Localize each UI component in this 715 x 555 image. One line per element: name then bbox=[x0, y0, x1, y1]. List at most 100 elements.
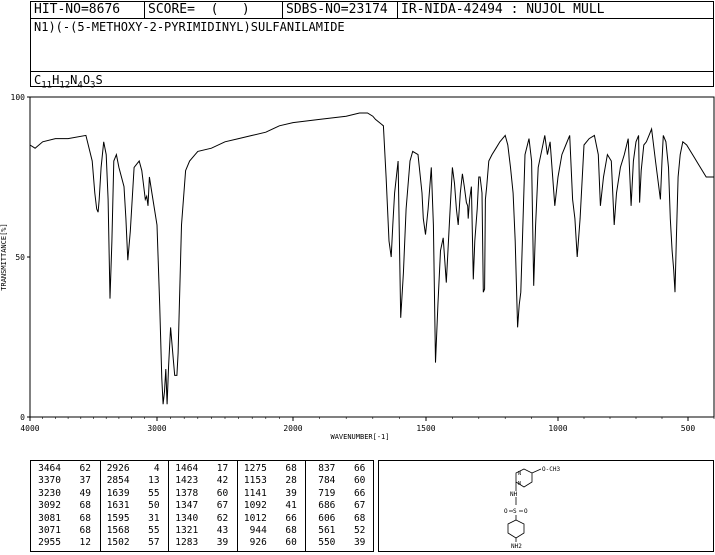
peak-wavenumber: 1321 bbox=[175, 525, 199, 536]
peak-transmittance: 68 bbox=[285, 463, 297, 474]
peak-transmittance: 4 bbox=[153, 463, 160, 474]
y-ticks: 100 50 0 bbox=[11, 93, 30, 422]
peak-transmittance: 57 bbox=[148, 537, 160, 549]
y-tick-label: 100 bbox=[11, 93, 26, 102]
peak-transmittance: 49 bbox=[79, 487, 91, 499]
peak-wavenumber: 1502 bbox=[106, 537, 130, 549]
x-tick-label: 1500 bbox=[416, 424, 435, 433]
peak-wavenumber: 1340 bbox=[175, 512, 199, 524]
peak-transmittance: 55 bbox=[148, 525, 160, 536]
peak-wavenumber: 1464 bbox=[175, 463, 199, 474]
header-panel: HIT-NO=8676 SCORE= ( ) SDBS-NO=23174 IR-… bbox=[30, 1, 714, 91]
sdbs-number: SDBS-NO=23174 bbox=[286, 2, 388, 17]
peak-transmittance: 66 bbox=[285, 512, 297, 524]
compound-name: N1)(-(5-METHOXY-2-PYRIMIDINYL)SULFANILAM… bbox=[34, 20, 345, 34]
peak-transmittance: 52 bbox=[353, 525, 366, 536]
molecule-structure: O-CH3 N N NH S O O NH2 bbox=[504, 466, 560, 550]
spectrum-line bbox=[29, 112, 714, 405]
peak-wavenumber: 3230 bbox=[38, 487, 61, 499]
peak-transmittance: 60 bbox=[216, 487, 229, 499]
peak-transmittance: 55 bbox=[148, 487, 160, 499]
plot-frame bbox=[29, 96, 715, 418]
peak-transmittance: 28 bbox=[285, 475, 297, 487]
peak-transmittance: 66 bbox=[353, 463, 366, 474]
peak-column-divider bbox=[305, 461, 307, 551]
peak-transmittance: 68 bbox=[79, 525, 91, 536]
peak-wavenumber: 3071 bbox=[38, 525, 61, 536]
peak-row: 1275 68 bbox=[237, 463, 305, 474]
s-label: S bbox=[513, 508, 517, 515]
header-divider bbox=[282, 2, 283, 18]
peak-transmittance: 68 bbox=[79, 512, 91, 524]
peak-transmittance: 62 bbox=[79, 463, 91, 474]
peak-wavenumber: 550 bbox=[318, 537, 336, 549]
peak-column-divider bbox=[99, 461, 101, 551]
peak-row: 837 66 bbox=[305, 463, 373, 474]
peak-transmittance: 39 bbox=[353, 537, 366, 549]
peak-row: 550 39 bbox=[305, 537, 373, 548]
peak-transmittance: 17 bbox=[216, 463, 229, 474]
peak-wavenumber: 2955 bbox=[38, 537, 61, 549]
peak-column: 1275 68 1153 28 1141 39 1092 41 1012 66 944 68 926 60 bbox=[237, 463, 305, 551]
peak-column-divider bbox=[168, 461, 170, 551]
peak-column: 837 66 784 60 719 66 686 67 606 68 561 52 550 39 bbox=[305, 463, 373, 551]
header-info-row: HIT-NO=8676 SCORE= ( ) SDBS-NO=23174 IR-… bbox=[31, 2, 713, 19]
peak-transmittance: 13 bbox=[148, 475, 160, 487]
peak-row: 3081 68 bbox=[31, 513, 99, 524]
peak-wavenumber: 1568 bbox=[106, 525, 130, 536]
peak-wavenumber: 686 bbox=[318, 500, 336, 512]
peak-row: 1012 66 bbox=[237, 513, 305, 524]
peak-row: 1502 57 bbox=[100, 537, 168, 548]
peak-transmittance: 43 bbox=[216, 525, 229, 536]
o-label: O bbox=[524, 508, 528, 515]
peak-transmittance: 68 bbox=[285, 525, 297, 536]
nh-label: NH bbox=[510, 491, 518, 498]
ir-info: IR-NIDA-42494 : NUJOL MULL bbox=[401, 2, 605, 17]
peak-table: 3464 62 3370 37 3230 49 3092 68 3081 68 3071 68 2955… bbox=[30, 460, 374, 552]
ring-n-label: N bbox=[518, 481, 521, 487]
x-tick-label: 500 bbox=[681, 424, 696, 433]
peak-row: 686 67 bbox=[305, 500, 373, 511]
peak-transmittance: 66 bbox=[353, 487, 366, 499]
x-ticks: 4000 3000 2000 1500 1000 500 bbox=[20, 417, 715, 433]
peak-wavenumber: 1423 bbox=[175, 475, 199, 487]
peak-row: 1321 43 bbox=[168, 525, 236, 536]
peak-row: 3092 68 bbox=[31, 500, 99, 511]
peak-row: 1092 41 bbox=[237, 500, 305, 511]
peak-transmittance: 68 bbox=[79, 500, 91, 512]
peak-transmittance: 41 bbox=[285, 500, 297, 512]
peak-wavenumber: 1631 bbox=[106, 500, 130, 512]
peak-row: 1153 28 bbox=[237, 475, 305, 486]
peak-wavenumber: 3092 bbox=[38, 500, 61, 512]
peak-row: 1464 17 bbox=[168, 463, 236, 474]
header-divider bbox=[397, 2, 398, 18]
peak-row: 2955 12 bbox=[31, 537, 99, 548]
peak-wavenumber: 2854 bbox=[106, 475, 130, 487]
x-axis-label: WAVENUMBER[-1] bbox=[330, 433, 389, 441]
peak-transmittance: 39 bbox=[216, 537, 229, 549]
peak-wavenumber: 1012 bbox=[243, 512, 267, 524]
peak-wavenumber: 606 bbox=[318, 512, 336, 524]
peak-transmittance: 42 bbox=[216, 475, 229, 487]
peak-wavenumber: 719 bbox=[318, 487, 336, 499]
peak-wavenumber: 926 bbox=[249, 537, 267, 549]
x-tick-label: 2000 bbox=[283, 424, 302, 433]
peak-wavenumber: 3464 bbox=[38, 463, 61, 474]
peak-wavenumber: 837 bbox=[318, 463, 336, 474]
peak-transmittance: 31 bbox=[148, 512, 160, 524]
y-tick-label: 0 bbox=[20, 413, 25, 422]
peak-wavenumber: 3081 bbox=[38, 512, 61, 524]
header-divider bbox=[144, 2, 145, 18]
peak-transmittance: 68 bbox=[353, 512, 366, 524]
peak-row: 1639 55 bbox=[100, 488, 168, 499]
score: SCORE= ( ) bbox=[148, 2, 250, 17]
o-label: O bbox=[504, 508, 508, 515]
molecular-formula: C11H12N4O3S bbox=[34, 73, 103, 91]
methoxy-label: O-CH3 bbox=[542, 466, 560, 473]
peak-transmittance: 39 bbox=[285, 487, 297, 499]
peak-row: 1141 39 bbox=[237, 488, 305, 499]
peak-wavenumber: 1092 bbox=[243, 500, 267, 512]
peak-row: 3464 62 bbox=[31, 463, 99, 474]
peak-wavenumber: 3370 bbox=[38, 475, 61, 487]
peak-wavenumber: 944 bbox=[249, 525, 267, 536]
